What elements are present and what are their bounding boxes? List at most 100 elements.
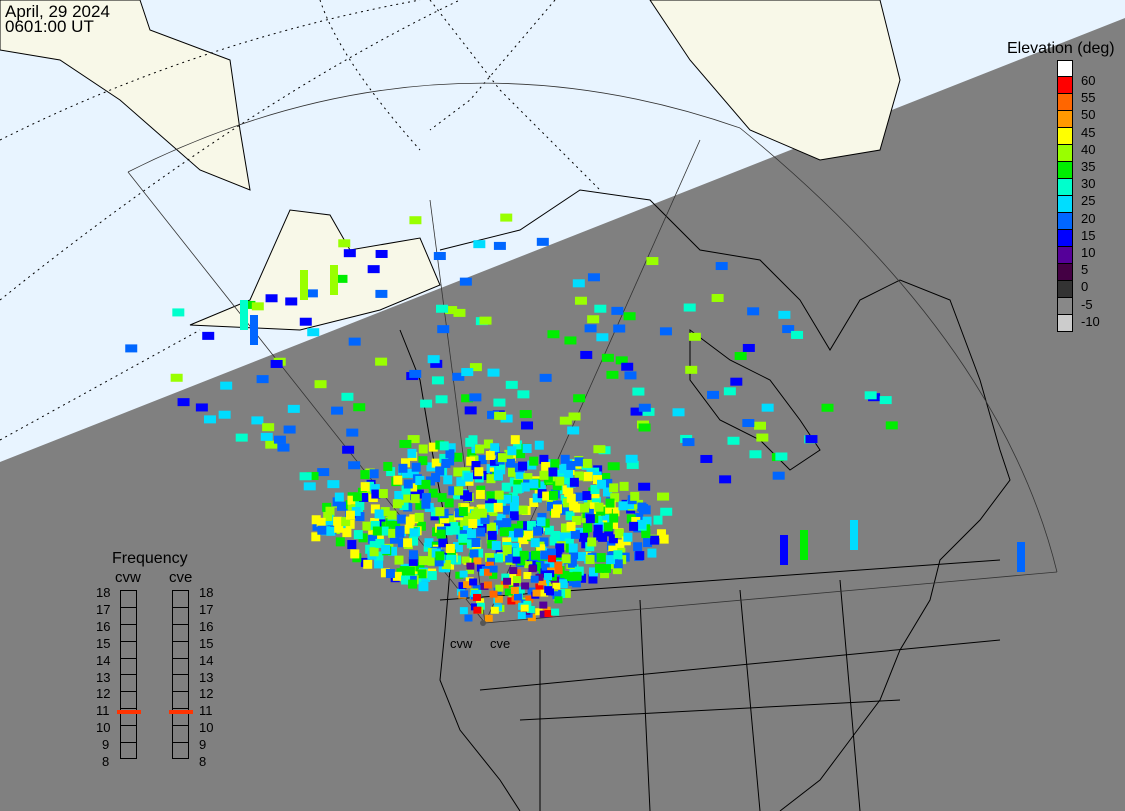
echo-cell <box>435 507 445 517</box>
frequency-bar-cve <box>172 590 189 759</box>
echo-cell <box>574 566 584 576</box>
echo-cell <box>526 520 536 530</box>
echo-cell <box>458 533 468 543</box>
echo-cell <box>604 527 614 537</box>
legend-swatch <box>1057 179 1073 196</box>
echo-cell <box>401 485 411 495</box>
echo-cell <box>479 568 488 576</box>
echo-cell <box>523 530 533 540</box>
echo-cell <box>682 438 695 447</box>
echo-cell <box>521 421 534 430</box>
echo-cell <box>369 541 379 551</box>
echo-cell <box>428 442 438 452</box>
legend-label: 0 <box>1081 279 1089 295</box>
echo-cell <box>335 537 345 547</box>
echo-cell <box>453 452 463 462</box>
echo-cell <box>574 296 587 305</box>
echo-cell <box>683 303 696 312</box>
echo-cell <box>656 529 666 539</box>
echo-cell <box>350 549 360 559</box>
echo-cell <box>536 237 549 246</box>
frequency-cell <box>173 659 188 676</box>
echo-cell <box>172 308 185 317</box>
echo-cell <box>325 506 335 516</box>
frequency-cell <box>173 726 188 744</box>
echo-cell <box>459 607 468 615</box>
echo-cell <box>489 590 498 598</box>
echo-cell <box>415 562 425 572</box>
echo-cell <box>464 406 477 415</box>
echo-cell <box>538 578 547 586</box>
frequency-cell <box>173 625 188 642</box>
echo-cell <box>583 471 593 481</box>
echo-cell <box>584 324 597 333</box>
echo-cell <box>341 392 354 401</box>
echo-cell <box>401 468 411 478</box>
echo-cell <box>427 556 437 566</box>
echo-cell <box>303 482 316 491</box>
echo-cell <box>519 410 532 419</box>
echo-cell <box>742 343 755 352</box>
echo-cell <box>608 545 618 555</box>
echo-cell <box>314 380 327 389</box>
echo-cell <box>596 333 609 342</box>
echo-cell <box>605 498 615 508</box>
frequency-cell <box>121 692 136 710</box>
echo-cell <box>723 387 736 396</box>
echo-cell <box>469 549 479 559</box>
echo-cell <box>445 544 455 554</box>
echo-cell <box>517 390 530 399</box>
echo-cell <box>469 363 482 372</box>
echo-cell <box>351 506 361 516</box>
echo-cell <box>507 547 517 557</box>
echo-cell <box>398 463 408 473</box>
echo-cell <box>643 538 653 548</box>
echo-cell <box>537 489 547 499</box>
echo-cell <box>435 466 445 476</box>
frequency-cell <box>173 675 188 693</box>
echo-cell <box>603 522 613 532</box>
northern-land-day <box>0 0 251 191</box>
echo-cell <box>407 435 420 444</box>
echo-cell <box>465 566 474 574</box>
echo-cell <box>177 398 190 407</box>
echo-cell <box>642 407 655 416</box>
echo-cell <box>378 489 388 499</box>
echo-cell <box>405 566 415 576</box>
echo-cell <box>548 467 558 477</box>
echo-cell <box>621 362 634 371</box>
echo-cell <box>512 556 521 564</box>
echo-cell <box>641 528 651 538</box>
echo-cell <box>523 571 532 579</box>
echo-cell <box>591 496 601 506</box>
echo-cell <box>439 453 449 463</box>
echo-cell <box>631 516 641 526</box>
echo-cell <box>557 532 567 542</box>
echo-cell <box>503 577 512 585</box>
echo-cell <box>436 529 446 539</box>
legend-swatch <box>1057 162 1073 179</box>
echo-cell <box>170 373 183 382</box>
echo-cell <box>421 493 431 503</box>
echo-cell <box>548 573 557 581</box>
echo-cell <box>342 528 352 538</box>
echo-cell <box>434 557 444 567</box>
echo-cell <box>299 472 312 481</box>
echo-cell <box>489 571 498 579</box>
echo-cell <box>688 332 701 341</box>
echo-cell <box>618 501 628 511</box>
echo-cell <box>550 530 560 540</box>
echo-cell <box>342 445 355 454</box>
echo-cell <box>484 552 494 562</box>
frequency-cell <box>121 642 136 659</box>
echo-cell <box>411 462 421 472</box>
echo-cell <box>582 491 592 501</box>
echo-cell <box>445 306 458 315</box>
echo-cell <box>761 403 774 412</box>
echo-cell <box>375 249 388 258</box>
echo-cell <box>346 428 359 437</box>
echo-cell <box>885 421 898 430</box>
echo-cell <box>479 316 492 325</box>
echo-cell <box>513 593 522 601</box>
echo-cell <box>483 581 492 589</box>
